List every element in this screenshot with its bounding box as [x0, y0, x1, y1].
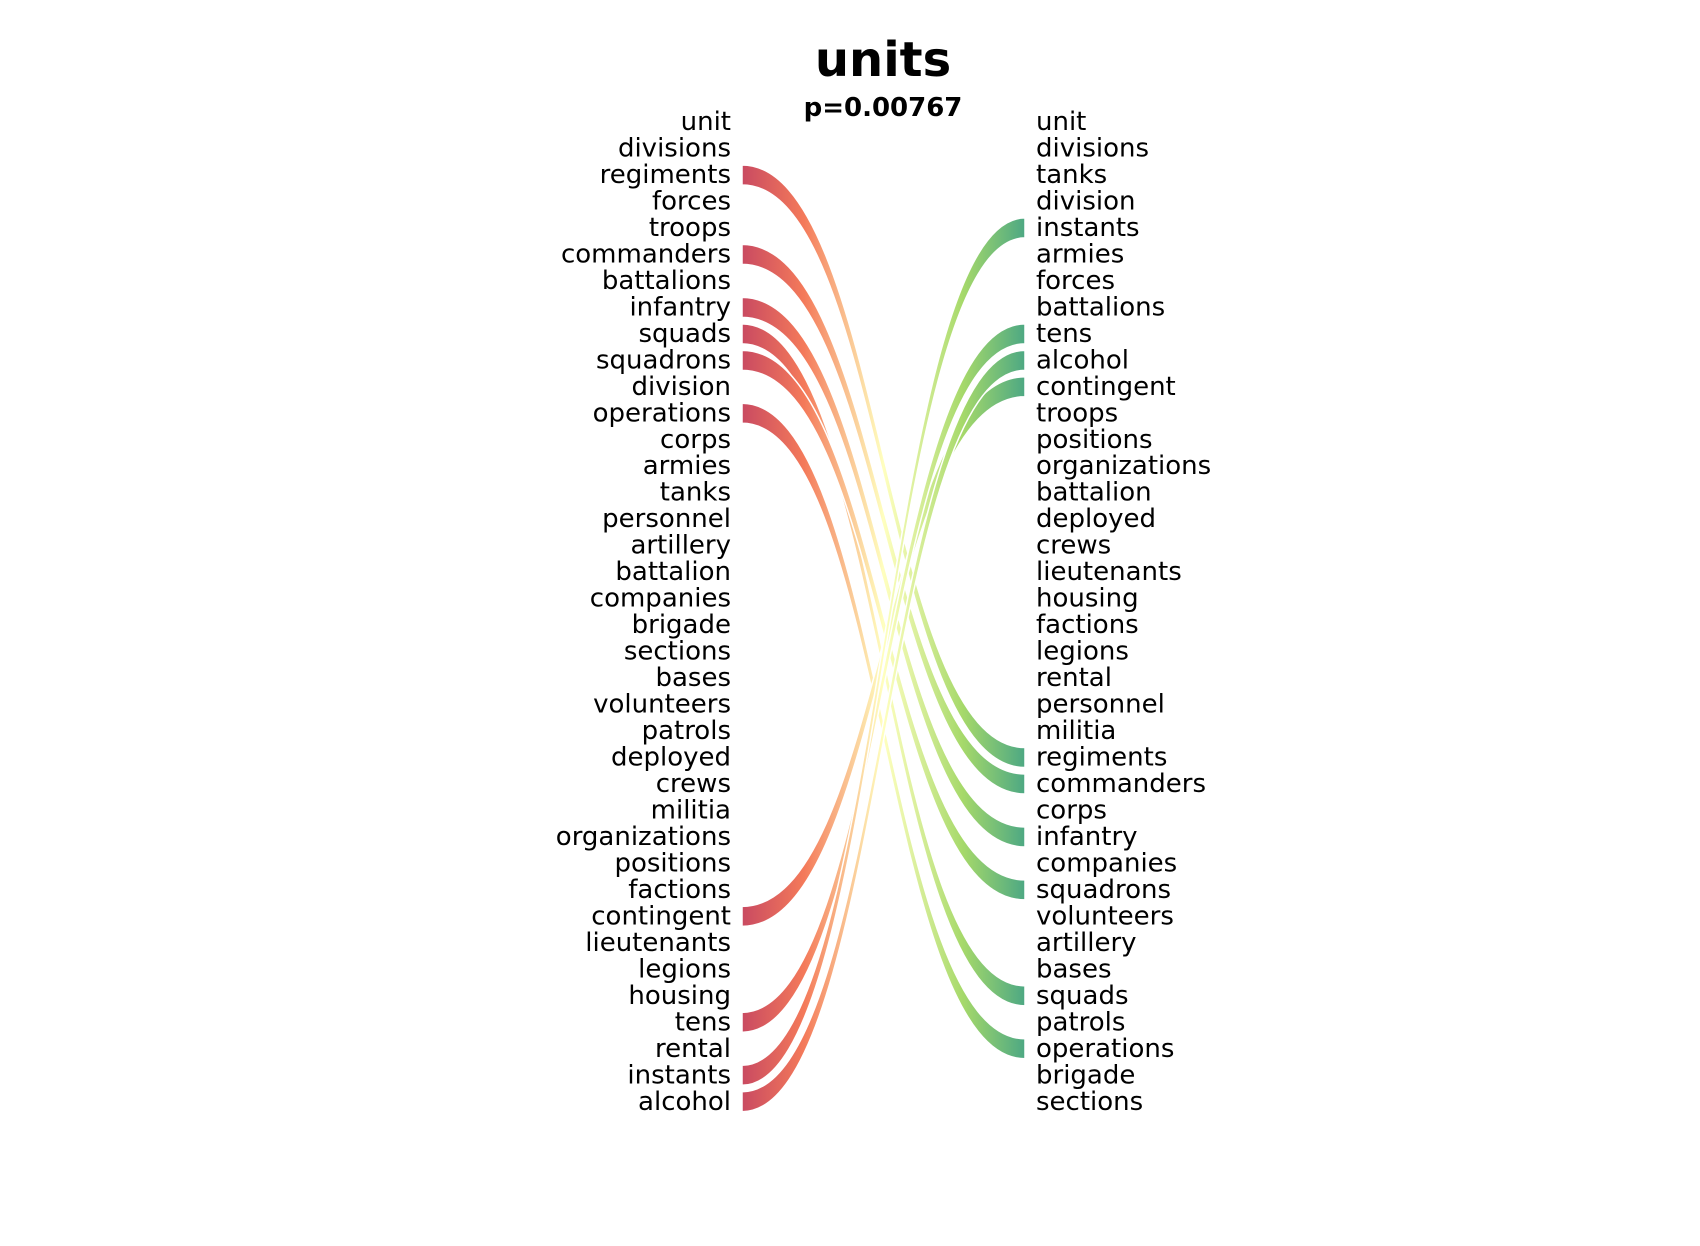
right-word-tens: tens — [1036, 319, 1092, 349]
left-word-divisions: divisions — [618, 133, 731, 163]
left-word-crews: crews — [656, 769, 731, 799]
left-word-sections: sections — [624, 637, 731, 667]
right-word-battalion: battalion — [1036, 478, 1152, 508]
band-squadrons — [741, 349, 1026, 901]
left-word-forces: forces — [652, 186, 731, 216]
band-regiments — [741, 164, 1026, 769]
right-word-operations: operations — [1036, 1034, 1174, 1064]
right-word-personnel: personnel — [1036, 690, 1165, 720]
right-word-militia: militia — [1036, 716, 1116, 746]
band-commanders — [741, 243, 1026, 795]
right-word-companies: companies — [1036, 848, 1177, 878]
chart-subtitle: p=0.00767 — [804, 93, 963, 123]
left-word-armies: armies — [643, 451, 731, 481]
chart-title: units — [815, 32, 951, 88]
band-alcohol — [741, 349, 1026, 1113]
left-word-infantry: infantry — [629, 292, 731, 322]
left-word-column: unitdivisionsregimentsforcestroopscomman… — [556, 107, 731, 1117]
right-word-unit: unit — [1036, 107, 1086, 137]
right-word-legions: legions — [1036, 637, 1129, 667]
left-word-patrols: patrols — [642, 716, 731, 746]
left-word-alcohol: alcohol — [638, 1087, 731, 1117]
right-word-housing: housing — [1036, 584, 1139, 614]
band-infantry — [741, 296, 1026, 848]
left-word-legions: legions — [638, 954, 731, 984]
left-word-companies: companies — [590, 584, 731, 614]
right-word-column: unitdivisionstanksdivisioninstantsarmies… — [1036, 107, 1211, 1117]
left-word-troops: troops — [649, 213, 731, 243]
left-word-personnel: personnel — [602, 504, 731, 534]
bands-layer — [741, 164, 1026, 1113]
right-word-rental: rental — [1036, 663, 1112, 693]
left-word-factions: factions — [628, 875, 731, 905]
right-word-crews: crews — [1036, 531, 1111, 561]
left-word-positions: positions — [614, 848, 731, 878]
left-word-housing: housing — [628, 981, 731, 1011]
band-instants — [741, 217, 1026, 1087]
right-word-volunteers: volunteers — [1036, 901, 1174, 931]
left-word-squadrons: squadrons — [596, 345, 731, 375]
left-word-rental: rental — [655, 1034, 731, 1064]
left-word-tens: tens — [675, 1007, 731, 1037]
left-word-brigade: brigade — [632, 610, 731, 640]
right-word-positions: positions — [1036, 425, 1153, 455]
right-word-regiments: regiments — [1036, 743, 1167, 773]
left-word-squads: squads — [638, 319, 731, 349]
left-word-unit: unit — [681, 107, 731, 137]
right-word-squadrons: squadrons — [1036, 875, 1171, 905]
right-word-division: division — [1036, 186, 1136, 216]
right-word-bases: bases — [1036, 954, 1112, 984]
right-word-infantry: infantry — [1036, 822, 1138, 852]
left-word-corps: corps — [660, 425, 731, 455]
right-word-forces: forces — [1036, 266, 1115, 296]
left-word-division: division — [632, 372, 732, 402]
left-word-militia: militia — [651, 795, 731, 825]
right-word-contingent: contingent — [1036, 372, 1176, 402]
left-word-operations: operations — [593, 398, 731, 428]
right-word-commanders: commanders — [1036, 769, 1206, 799]
right-word-battalions: battalions — [1036, 292, 1165, 322]
right-word-corps: corps — [1036, 795, 1107, 825]
right-word-squads: squads — [1036, 981, 1129, 1011]
left-word-instants: instants — [627, 1060, 731, 1090]
right-word-brigade: brigade — [1036, 1060, 1135, 1090]
right-word-deployed: deployed — [1036, 504, 1156, 534]
right-word-artillery: artillery — [1036, 928, 1137, 958]
left-word-regiments: regiments — [600, 160, 731, 190]
right-word-armies: armies — [1036, 239, 1124, 269]
right-word-patrols: patrols — [1036, 1007, 1125, 1037]
right-word-lieutenants: lieutenants — [1036, 557, 1182, 587]
right-word-factions: factions — [1036, 610, 1139, 640]
left-word-commanders: commanders — [561, 239, 731, 269]
right-word-troops: troops — [1036, 398, 1118, 428]
left-word-battalions: battalions — [602, 266, 731, 296]
left-word-artillery: artillery — [630, 531, 731, 561]
left-word-deployed: deployed — [611, 743, 731, 773]
right-word-instants: instants — [1036, 213, 1140, 243]
right-word-divisions: divisions — [1036, 133, 1149, 163]
left-word-bases: bases — [655, 663, 731, 693]
right-word-alcohol: alcohol — [1036, 345, 1129, 375]
right-word-tanks: tanks — [1036, 160, 1107, 190]
left-word-tanks: tanks — [660, 478, 731, 508]
left-word-lieutenants: lieutenants — [585, 928, 731, 958]
right-word-sections: sections — [1036, 1087, 1143, 1117]
right-word-organizations: organizations — [1036, 451, 1211, 481]
left-word-organizations: organizations — [556, 822, 731, 852]
left-word-contingent: contingent — [591, 901, 731, 931]
left-word-volunteers: volunteers — [593, 690, 731, 720]
left-word-battalion: battalion — [615, 557, 731, 587]
